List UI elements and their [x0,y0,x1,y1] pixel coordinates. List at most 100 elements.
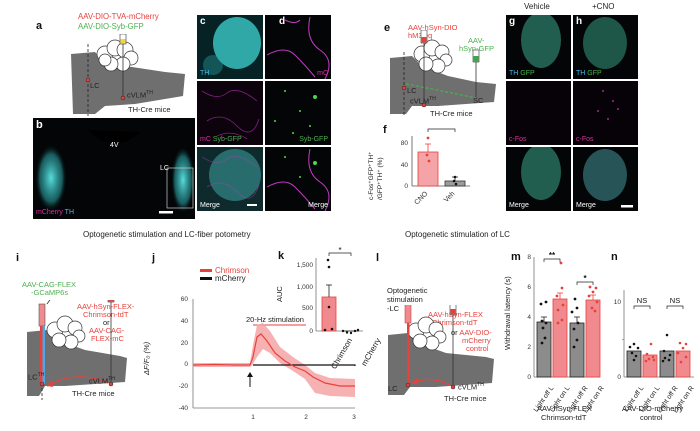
legend-j-mcherry: mCherry [215,274,246,283]
stim-label-j: 20-Hz stimulation [246,315,304,324]
svg-text:40: 40 [181,318,189,325]
svg-text:20: 20 [181,340,189,347]
panel-label-j: j [152,252,156,264]
panel-g-cfos: c-Fos [506,81,571,145]
sig-n-1: NS [637,296,647,305]
svg-text:-20: -20 [179,383,189,390]
label-c-merge: Merge [200,202,220,209]
cvlm-sup-l: TH [477,382,484,388]
panel-label-n: n [611,251,618,263]
chart-j: 60 40 20 0 -20 -40 1 2 3 20-Hz stimulation [179,296,357,421]
virus-l2-line2: mCherry [462,336,491,345]
panel-label-b: b [36,119,43,131]
chart-m: 8 6 4 2 0 ** * [527,251,601,380]
opto-line2: stimulation [387,295,423,304]
label-h-gfp: GFP [587,70,602,77]
header-vehicle: Vehicle [524,2,550,11]
opto-line1: Optogenetic [387,286,428,295]
4v-label: 4V [110,142,119,149]
cvlm-text: cVLM [127,90,147,100]
or-i: or [103,318,110,327]
group-label-n-1: AAV-DIO-mCherry [622,404,684,413]
sig-f: * [439,128,442,132]
svg-text:0: 0 [404,183,408,190]
legend-j-swatches [200,269,212,280]
cvlm-sup-e: TH [429,96,436,102]
cvlm-label-a: cVLMTH [127,90,153,100]
section-title-left: Optogenetic stimulation and LC-fiber pot… [83,230,251,239]
virus-i1-line2: -GCaMP6s [31,288,69,297]
label-d-mc: mC [317,70,328,77]
panel-h-th-gfp: h TH GFP [573,15,638,79]
ylabel-f-1: c-Fos⁺GFP⁺TH⁺ [368,151,375,200]
svg-text:0: 0 [527,374,531,380]
chart-n: 10 0 NS NS [614,290,694,380]
legend-th: TH [64,209,75,216]
section-title-right: Optogenetic stimulation of LC [405,230,510,239]
virus-e2-line2: hSyn-GFP [459,44,495,53]
lc-label-b: LC [160,165,169,172]
svg-text:10: 10 [614,299,622,306]
panel-label-i: i [16,252,20,264]
virus-l2-line1: AAV-DIO- [459,328,492,337]
mice-label-i: TH-Cre mice [72,389,115,398]
svg-text:40: 40 [401,162,409,169]
panel-label-e: e [384,22,391,34]
label-syb-gfp: Syb-GFP [212,136,242,143]
svg-text:2: 2 [304,414,308,421]
virus-e1-line2: hM3Dq [408,31,433,40]
legend-j-chrimson: Chrimson [215,266,250,275]
label-h-cfos: c-Fos [576,136,594,143]
legend-mcherry: mCherry [36,209,63,216]
panel-g-merge: Merge [506,147,571,211]
label-c-mc-syb: mC Syb-GFP [200,136,242,143]
panel-label-c: c [200,16,206,27]
svg-text:80: 80 [401,140,409,147]
cvlm-label-l: cVLMTH [458,382,484,392]
label-d-syb: Syb-GFP [299,136,328,143]
lc-label-a: LC [90,81,100,90]
label-h-th: TH [576,70,586,77]
group-label-m-1: AAV-hSyn-FLEX [537,404,592,413]
svg-text:3: 3 [352,414,356,421]
svg-text:6: 6 [527,284,531,291]
virus-l1-line2: Chrimson-tdT [432,318,478,327]
svg-text:-40: -40 [179,405,189,412]
label-g-merge: Merge [509,202,529,209]
sig-m-1: ** [549,251,556,260]
brain-diagram-i [27,300,127,400]
virus-label-syb-gfp: AAV-DIO-Syb-GFP [78,22,144,31]
panel-c-mc-syb: mC Syb-GFP [197,81,263,145]
label-d-merge: Merge [308,202,328,209]
sig-m-2: * [583,274,587,283]
chart-k: 1,500 1,000 500 0 * [297,246,363,335]
sc-label-e: SC [473,96,484,105]
mice-label-e: TH-Cre mice [430,109,473,118]
svg-text:1: 1 [251,414,255,421]
panel-label-k: k [278,250,285,262]
virus-label-mcherry: AAV-DIO-TVA-mCherry [78,12,159,21]
svg-text:8: 8 [527,254,531,261]
mice-label-l: TH-Cre mice [444,394,487,403]
label-g-th: TH [509,70,519,77]
ylabel-k: AUC [275,286,284,302]
panel-d-mc: d mC [265,15,331,79]
or-l-text: or [451,328,458,337]
panel-d-merge: Merge [265,147,331,211]
lc-label-i: LCTH [28,372,44,382]
panel-h-merge: Merge [573,147,638,211]
svg-text:1,500: 1,500 [297,262,314,269]
panel-label-m: m [511,251,521,263]
lc-text-i: LC [28,372,38,382]
virus-i1-line1: AAV-CAG-FLEX [22,280,77,289]
cvlm-label-i: cVLMTH [89,376,115,386]
sig-n-2: NS [670,296,680,305]
panel-c-th: c TH [197,15,263,79]
ylabel-j: ΔF/F₀ (%) [142,341,151,375]
label-mc: mC [200,136,211,143]
panel-label-l: l [376,252,380,264]
panel-label-f: f [383,124,387,136]
xtick-f-cno: CNO [413,190,429,206]
panel-c-merge: Merge [197,147,263,211]
or-l: or AAV-DIO- [451,328,492,337]
